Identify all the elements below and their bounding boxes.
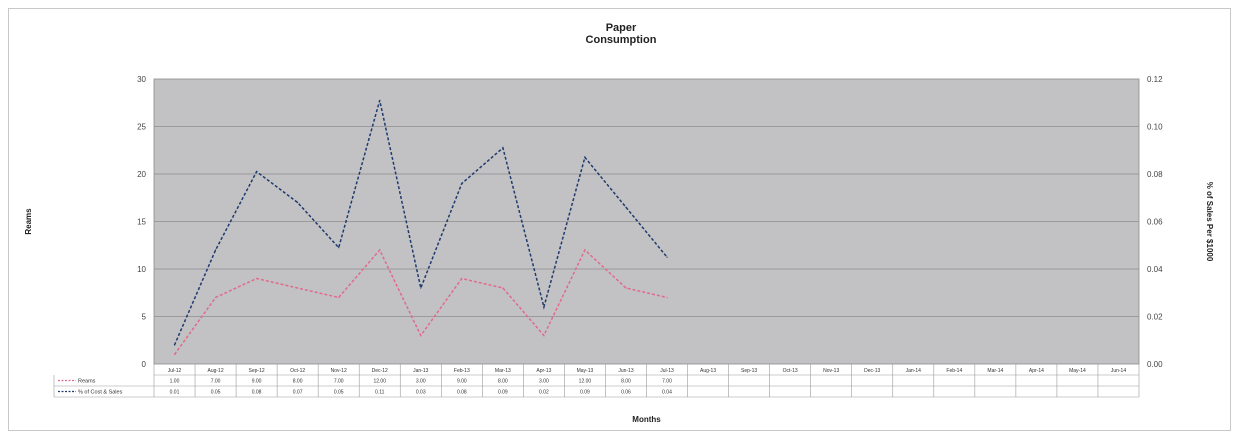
data-label: 0.06 — [621, 390, 631, 396]
data-point — [338, 247, 340, 249]
data-label: 0.03 — [416, 390, 426, 396]
data-point — [584, 156, 586, 158]
data-point — [256, 171, 258, 173]
x-category-label: Oct-13 — [783, 368, 798, 374]
y2-tick-label: 0.04 — [1147, 265, 1163, 274]
data-label: 8.00 — [498, 379, 508, 385]
x-category-label: Nov-13 — [823, 368, 839, 374]
data-point — [461, 277, 463, 280]
data-label: 0.09 — [580, 390, 590, 396]
x-category-label: Dec-13 — [864, 368, 880, 374]
data-point — [625, 206, 627, 208]
x-category-label: Jul-12 — [168, 368, 182, 374]
x-category-label: Jan-14 — [906, 368, 922, 374]
y-tick-label: 30 — [137, 75, 146, 84]
data-label: 0.09 — [498, 390, 508, 396]
y2-axis-title: % of Sales Per $1000 — [1205, 182, 1214, 262]
data-label: 8.00 — [293, 379, 303, 385]
y-tick-label: 10 — [137, 265, 146, 274]
data-label: 12.00 — [579, 379, 592, 385]
data-point — [625, 287, 627, 289]
y2-tick-label: 0.12 — [1147, 75, 1163, 84]
x-category-label: Apr-14 — [1029, 368, 1044, 374]
data-label: 3.00 — [539, 379, 549, 385]
x-category-label: Sep-13 — [741, 368, 757, 374]
data-point — [214, 296, 217, 299]
y2-tick-label: 0.00 — [1147, 360, 1163, 369]
data-point — [379, 249, 381, 251]
data-point — [297, 201, 299, 204]
x-category-label: Jun-13 — [618, 368, 634, 374]
data-point — [502, 287, 504, 289]
data-point — [461, 182, 463, 185]
data-label: 0.02 — [539, 390, 549, 396]
data-point — [584, 249, 586, 251]
x-axis-title: Months — [632, 415, 661, 424]
data-label: 0.05 — [334, 390, 344, 396]
x-category-label: Nov-12 — [331, 368, 347, 374]
x-category-label: Aug-12 — [208, 368, 224, 374]
y-tick-label: 15 — [137, 218, 146, 227]
data-point — [543, 334, 545, 337]
chart-title-line-1: Consumption — [586, 34, 657, 46]
legend-entry: Reams — [78, 379, 96, 385]
y-tick-label: 20 — [137, 170, 146, 179]
data-point — [256, 277, 258, 280]
data-point — [420, 287, 422, 289]
data-point — [297, 287, 299, 289]
data-label: 0.05 — [211, 390, 221, 396]
data-label: 9.00 — [252, 379, 262, 385]
x-category-label: Jun-14 — [1111, 368, 1127, 374]
data-label: 9.00 — [457, 379, 467, 385]
x-category-label: Jan-13 — [413, 368, 429, 374]
y-tick-label: 5 — [142, 313, 147, 322]
data-point — [379, 99, 381, 101]
x-category-label: May-14 — [1069, 368, 1086, 374]
y2-tick-label: 0.06 — [1147, 218, 1163, 227]
data-point — [338, 296, 340, 299]
legend-entry: % of Cost & Sales — [78, 390, 123, 396]
data-label: 0.08 — [252, 390, 262, 396]
x-category-label: Jul-13 — [660, 368, 674, 374]
data-point — [173, 344, 176, 346]
y2-tick-label: 0.02 — [1147, 313, 1163, 322]
x-category-label: Dec-12 — [372, 368, 388, 374]
data-label: 7.00 — [211, 379, 221, 385]
data-label: 1.00 — [170, 379, 180, 385]
data-label: 8.00 — [621, 379, 631, 385]
data-label: 0.04 — [662, 390, 672, 396]
y-axis-title: Reams — [24, 208, 33, 235]
data-label: 3.00 — [416, 379, 426, 385]
y-tick-label: 25 — [137, 123, 146, 132]
data-point — [543, 306, 545, 308]
x-category-label: Mar-13 — [495, 368, 511, 374]
data-point — [502, 147, 504, 149]
x-category-label: Sep-12 — [249, 368, 265, 374]
data-label: 7.00 — [662, 379, 672, 385]
x-category-label: May-13 — [577, 368, 594, 374]
chart-frame: Paper Consumption 0 5 10 15 20 25 30 0.00 0.02 0.04… — [8, 8, 1231, 431]
data-point — [666, 296, 668, 299]
data-point — [666, 256, 668, 258]
data-label: 0.01 — [170, 390, 180, 396]
y2-tick-label: 0.08 — [1147, 170, 1163, 179]
data-point — [420, 334, 422, 337]
x-category-label: Feb-13 — [454, 368, 470, 374]
data-label: 0.11 — [375, 390, 385, 396]
x-category-label: Oct-12 — [290, 368, 305, 374]
data-label: 12.00 — [373, 379, 386, 385]
data-point — [214, 249, 217, 251]
data-point — [173, 353, 176, 356]
x-category-label: Mar-14 — [987, 368, 1003, 374]
chart-title-line-0: Paper — [606, 22, 637, 34]
y-tick-label: 0 — [142, 360, 147, 369]
data-label: 7.00 — [334, 379, 344, 385]
data-label: 0.08 — [457, 390, 467, 396]
x-category-label: Aug-13 — [700, 368, 716, 374]
x-category-label: Apr-13 — [536, 368, 551, 374]
data-label: 0.07 — [293, 390, 303, 396]
y2-tick-label: 0.10 — [1147, 123, 1163, 132]
x-category-label: Feb-14 — [946, 368, 962, 374]
